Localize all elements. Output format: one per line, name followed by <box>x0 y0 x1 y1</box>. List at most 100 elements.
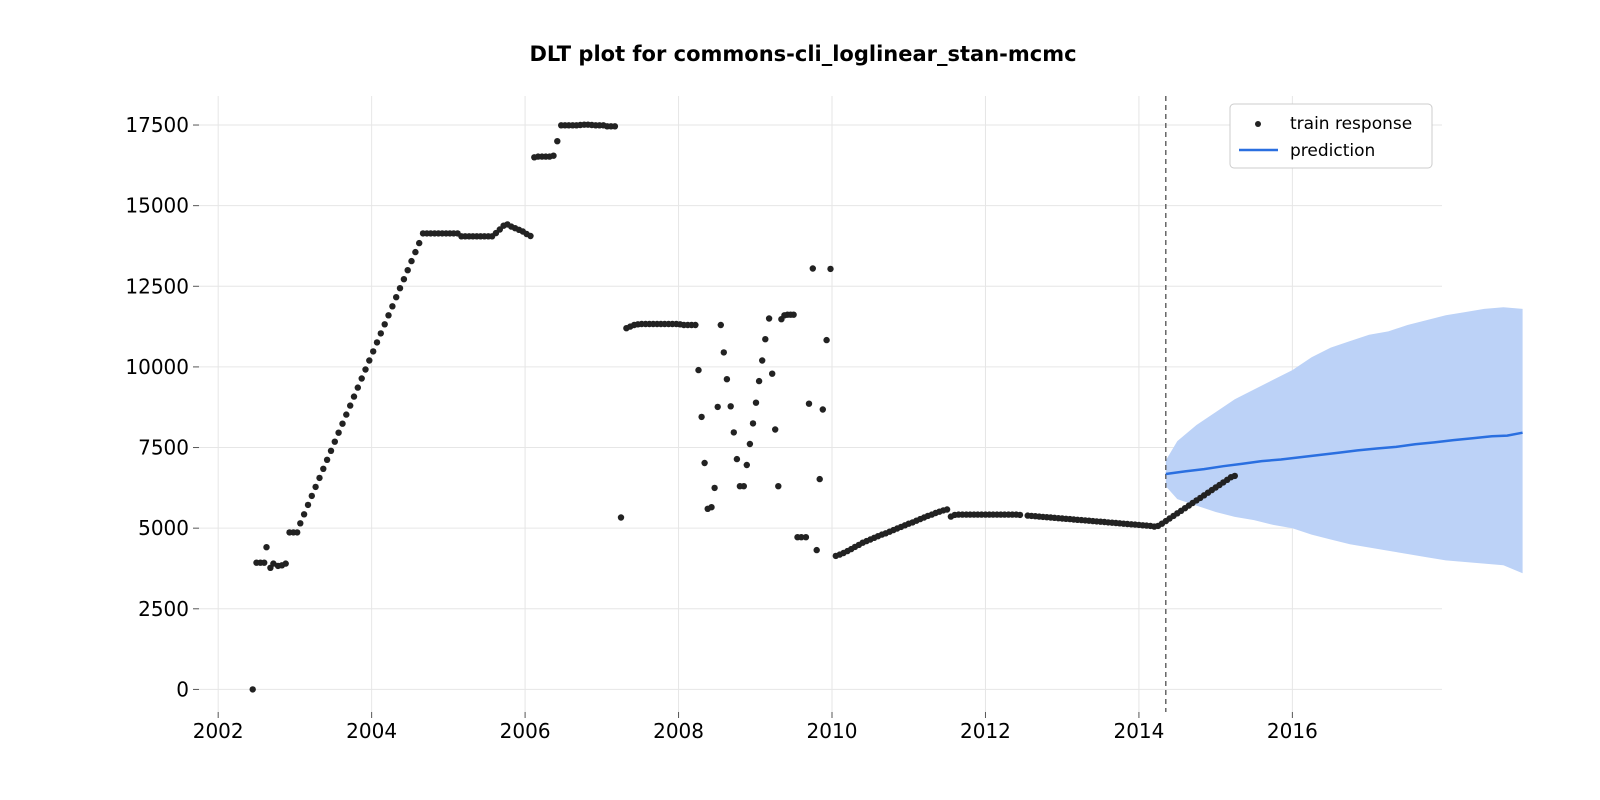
train-point <box>294 529 301 536</box>
train-point <box>727 403 734 410</box>
train-point <box>370 348 377 355</box>
train-point <box>720 349 727 356</box>
train-point <box>366 357 373 364</box>
train-point <box>943 506 951 513</box>
train-point <box>772 426 779 433</box>
train-point <box>708 504 715 511</box>
x-tick-label: 2006 <box>500 719 551 743</box>
train-point <box>765 315 773 322</box>
train-point <box>723 376 731 383</box>
train-point <box>711 484 718 492</box>
train-point <box>701 459 708 467</box>
train-point <box>1231 472 1239 480</box>
train-point <box>759 357 766 364</box>
train-point <box>752 399 760 406</box>
x-tick-label: 2004 <box>346 719 397 743</box>
train-point <box>714 403 721 411</box>
train-point <box>263 544 270 551</box>
train-point <box>335 429 342 436</box>
chart-title: DLT plot for commons-cli_loglinear_stan-… <box>529 42 1076 66</box>
train-point <box>347 402 354 409</box>
train-point <box>393 294 400 301</box>
train-point <box>695 366 702 374</box>
y-tick-label: 17500 <box>125 113 189 137</box>
train-point <box>408 257 415 265</box>
y-tick-label: 15000 <box>125 194 189 218</box>
x-tick-label: 2008 <box>653 719 704 743</box>
train-point <box>790 311 797 318</box>
train-point <box>554 138 561 145</box>
train-point <box>412 248 419 256</box>
train-point <box>312 483 319 491</box>
train-point <box>389 303 396 310</box>
train-point <box>746 440 754 448</box>
train-point <box>692 321 699 329</box>
train-point <box>350 393 358 400</box>
train-point <box>730 429 737 436</box>
legend-prediction-label: prediction <box>1290 141 1375 161</box>
legend-train-label: train response <box>1290 114 1412 134</box>
train-point <box>282 560 289 567</box>
train-point <box>300 511 308 518</box>
train-point <box>308 492 315 500</box>
train-point <box>698 413 705 421</box>
y-tick-label: 0 <box>176 677 189 701</box>
legend: train response prediction <box>1229 103 1433 169</box>
train-point <box>377 330 384 337</box>
train-point <box>396 285 404 292</box>
train-point <box>373 339 381 346</box>
train-point <box>611 123 619 130</box>
prediction-band-area <box>1165 307 1523 574</box>
train-point <box>819 406 826 413</box>
train-point <box>813 546 820 554</box>
train-point <box>323 456 331 463</box>
train-point <box>823 336 830 344</box>
train-point <box>1016 511 1024 519</box>
train-point <box>261 559 268 566</box>
train-point <box>617 514 625 521</box>
train-point <box>827 265 834 273</box>
legend-train-marker <box>1255 121 1261 127</box>
y-tick-label: 12500 <box>125 274 189 298</box>
train-point <box>343 411 350 418</box>
grid <box>199 96 1442 712</box>
prediction-line <box>1165 431 1523 476</box>
train-point <box>749 420 757 427</box>
train-point <box>550 152 557 159</box>
train-point <box>331 438 338 445</box>
x-tick-label: 2016 <box>1267 719 1318 743</box>
train-point <box>297 520 304 527</box>
train-point <box>762 336 769 343</box>
train-point <box>249 686 256 693</box>
y-tick-label: 7500 <box>138 436 189 460</box>
train-point <box>740 483 747 490</box>
train-point <box>816 475 823 483</box>
train-point <box>769 370 776 377</box>
train-point <box>775 483 782 490</box>
train-point <box>802 534 810 541</box>
train-point <box>755 377 763 385</box>
train-point <box>527 232 534 240</box>
x-tick-label: 2002 <box>193 719 244 743</box>
x-tick-label: 2014 <box>1113 719 1164 743</box>
train-point <box>320 465 327 472</box>
y-tick-label: 10000 <box>125 355 189 379</box>
x-tick-label: 2010 <box>807 719 858 743</box>
train-point <box>717 321 724 329</box>
train-response-points <box>249 121 1239 693</box>
train-point <box>362 366 369 373</box>
train-point <box>404 267 411 274</box>
train-point <box>733 455 741 463</box>
train-point <box>304 501 312 509</box>
train-point <box>358 375 365 382</box>
train-point <box>798 534 805 541</box>
y-tick-label: 2500 <box>138 597 189 621</box>
axis-ticks: 2002 2004 2006 2008 2010 2012 2014 2016 0 2500 500… <box>125 113 1317 743</box>
train-point <box>354 384 361 391</box>
train-point <box>743 461 750 469</box>
prediction-series-line <box>1165 431 1523 476</box>
prediction-interval-band <box>1165 307 1523 574</box>
train-point <box>327 447 335 454</box>
train-point <box>385 312 392 319</box>
